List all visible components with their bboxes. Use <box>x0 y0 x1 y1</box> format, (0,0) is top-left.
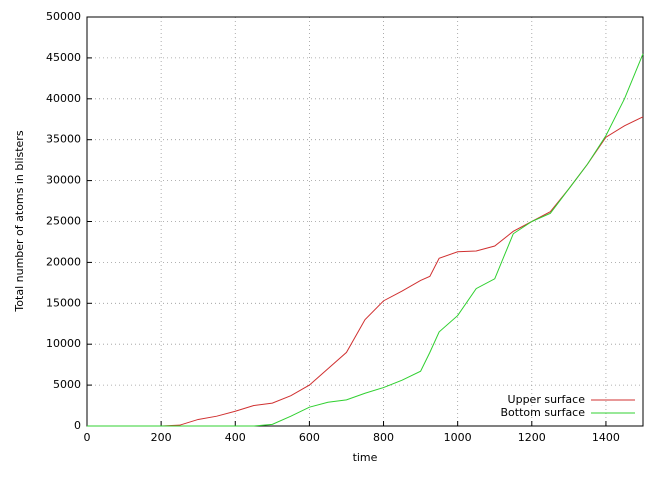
y-tick-label: 35000 <box>46 133 81 146</box>
y-tick-label: 40000 <box>46 92 81 105</box>
y-tick-label: 10000 <box>46 337 81 350</box>
legend-label: Bottom surface <box>501 406 586 419</box>
y-tick-label: 5000 <box>53 378 81 391</box>
data-line <box>87 53 644 427</box>
x-tick-label: 600 <box>299 431 320 444</box>
x-tick-label: 400 <box>225 431 246 444</box>
data-line <box>87 116 644 427</box>
x-tick-label: 1000 <box>444 431 472 444</box>
x-tick-label: 0 <box>84 431 91 444</box>
x-axis-label: time <box>353 451 378 464</box>
y-tick-label: 0 <box>74 419 81 432</box>
y-tick-label: 20000 <box>46 255 81 268</box>
y-tick-label: 15000 <box>46 296 81 309</box>
y-axis-label: Total number of atoms in blisters <box>13 130 26 312</box>
y-tick-label: 25000 <box>46 215 81 228</box>
legend-label: Upper surface <box>508 393 586 406</box>
x-tick-label: 1400 <box>592 431 620 444</box>
x-tick-label: 800 <box>373 431 394 444</box>
plot-frame <box>86 16 644 427</box>
x-tick-label: 1200 <box>518 431 546 444</box>
y-tick-label: 50000 <box>46 10 81 23</box>
x-tick-label: 200 <box>151 431 172 444</box>
y-tick-label: 30000 <box>46 174 81 187</box>
y-tick-label: 45000 <box>46 51 81 64</box>
